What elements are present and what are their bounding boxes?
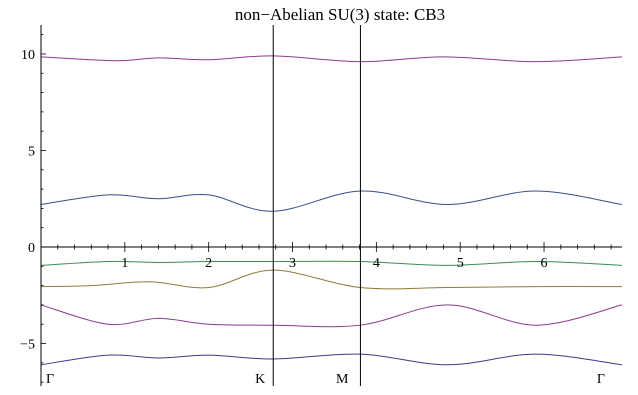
band-line-3 xyxy=(40,260,623,266)
band-line-6 xyxy=(40,353,623,366)
y-tick-label: −5 xyxy=(20,338,35,353)
x-tick-label: 3 xyxy=(289,256,296,271)
labels-layer: 1 2 3 4 5 6 −5 0 5 10 Γ K M Γ xyxy=(20,48,605,387)
x-tick-label: 5 xyxy=(457,256,464,271)
y-tick-label: 5 xyxy=(28,144,35,159)
band-line-1 xyxy=(40,55,623,63)
band-line-5 xyxy=(40,304,623,328)
y-tick-label: 0 xyxy=(28,241,35,256)
symmetry-point-label: M xyxy=(336,372,349,387)
symmetry-point-label: Γ xyxy=(46,372,54,387)
symmetry-point-label: Γ xyxy=(597,372,605,387)
axes-layer xyxy=(40,25,622,386)
symmetry-point-label: K xyxy=(255,372,265,387)
bands-layer xyxy=(40,55,623,366)
y-tick-label: 10 xyxy=(21,48,35,63)
x-tick-label: 6 xyxy=(541,256,548,271)
x-tick-label: 2 xyxy=(205,256,212,271)
x-tick-label: 1 xyxy=(121,256,128,271)
x-tick-label: 4 xyxy=(373,256,380,271)
band-line-2 xyxy=(40,190,623,212)
band-line-4 xyxy=(40,269,623,290)
chart-title: non−Abelian SU(3) state: CB3 xyxy=(235,5,445,24)
